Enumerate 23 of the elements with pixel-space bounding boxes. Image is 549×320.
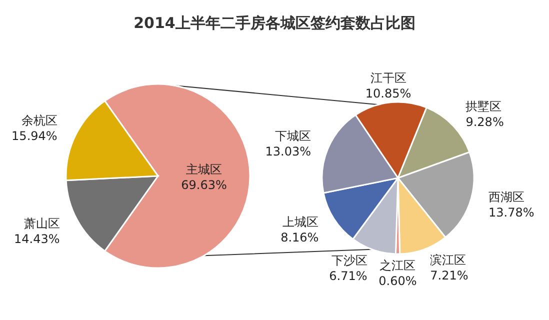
data-label: 13.03% <box>265 144 312 159</box>
slice-label: 下沙区 <box>331 253 368 268</box>
slice-label: 西湖区 <box>488 190 524 204</box>
chart-title: 2014上半年二手房各城区签约套数占比图 <box>134 14 416 32</box>
data-label: 69.63% <box>181 178 227 192</box>
slice-label: 主城区 <box>186 162 222 177</box>
data-label: 8.16% <box>280 230 319 245</box>
slice-label: 拱墅区 <box>466 99 502 114</box>
data-label: 6.71% <box>329 269 368 284</box>
data-label: 7.21% <box>430 268 468 283</box>
data-label: 0.60% <box>378 274 417 288</box>
data-label: 13.78% <box>488 206 534 220</box>
slice-label: 江干区 <box>370 71 406 86</box>
slice-label: 滨江区 <box>430 252 466 267</box>
data-label: 10.85% <box>365 86 412 101</box>
data-label: 14.43% <box>14 232 60 246</box>
slice-label: 萧山区 <box>24 216 60 230</box>
slice-label: 余杭区 <box>21 114 58 128</box>
slice-label: 之江区 <box>380 258 416 273</box>
data-label: 15.94% <box>12 129 58 144</box>
slice-label: 上城区 <box>282 215 319 230</box>
slice-label: 下城区 <box>275 128 312 143</box>
data-label: 9.28% <box>466 115 504 130</box>
